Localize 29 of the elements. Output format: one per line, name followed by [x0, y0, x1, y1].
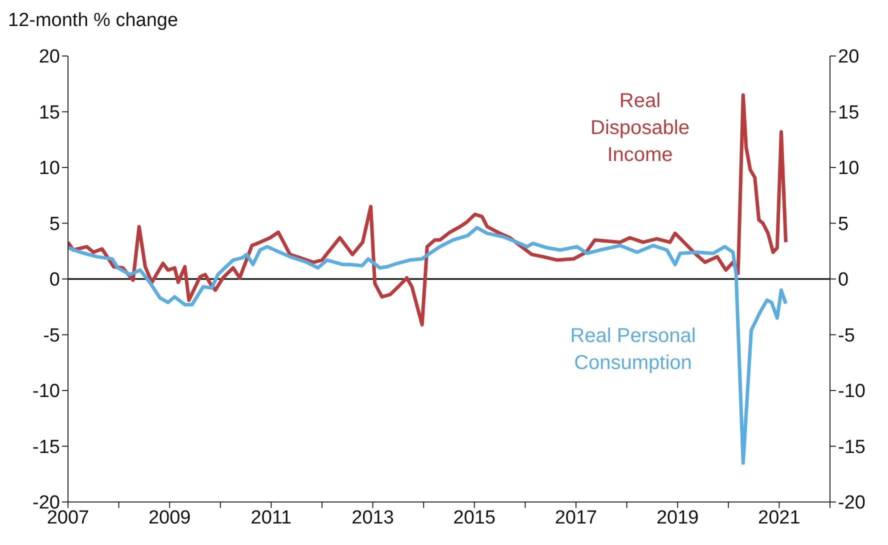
y-tick-label: 0 [49, 270, 60, 291]
y-tick-label: -5 [43, 325, 60, 346]
x-tick-label: 2015 [453, 507, 496, 528]
line-series [68, 226, 788, 465]
x-tick-label: 2017 [554, 507, 598, 528]
x-tick-label: 2019 [656, 507, 699, 528]
y2-tick-label: -5 [838, 325, 855, 346]
line-series [68, 93, 788, 326]
y-axis-title: 12-month % change [8, 10, 178, 32]
y2-tick-label: 10 [838, 158, 860, 180]
x-tick-label: 2021 [758, 507, 800, 528]
y-tick-label: -15 [32, 436, 60, 458]
x-tick-label: 2011 [250, 507, 292, 528]
y2-tick-label: 15 [838, 102, 860, 124]
text: Real Personal Consumption [569, 324, 697, 376]
y2-tick-label: 0 [838, 270, 849, 291]
x-tick-label: 2009 [148, 507, 191, 528]
y2-tick-label: -15 [838, 436, 866, 458]
y2-tick-label: -20 [838, 492, 866, 514]
y-tick-label: 10 [38, 158, 60, 180]
y-tick-label: 15 [38, 102, 60, 124]
text: Real Disposable Income [590, 89, 690, 168]
y-tick-label: 5 [49, 214, 60, 235]
x-tick-label: 2013 [352, 507, 394, 528]
y2-tick-label: 5 [838, 214, 849, 235]
y-tick-label: 20 [38, 46, 60, 68]
y2-tick-label: -10 [838, 381, 866, 402]
y2-tick-label: 20 [838, 46, 860, 68]
y-tick-label: -10 [32, 381, 60, 402]
